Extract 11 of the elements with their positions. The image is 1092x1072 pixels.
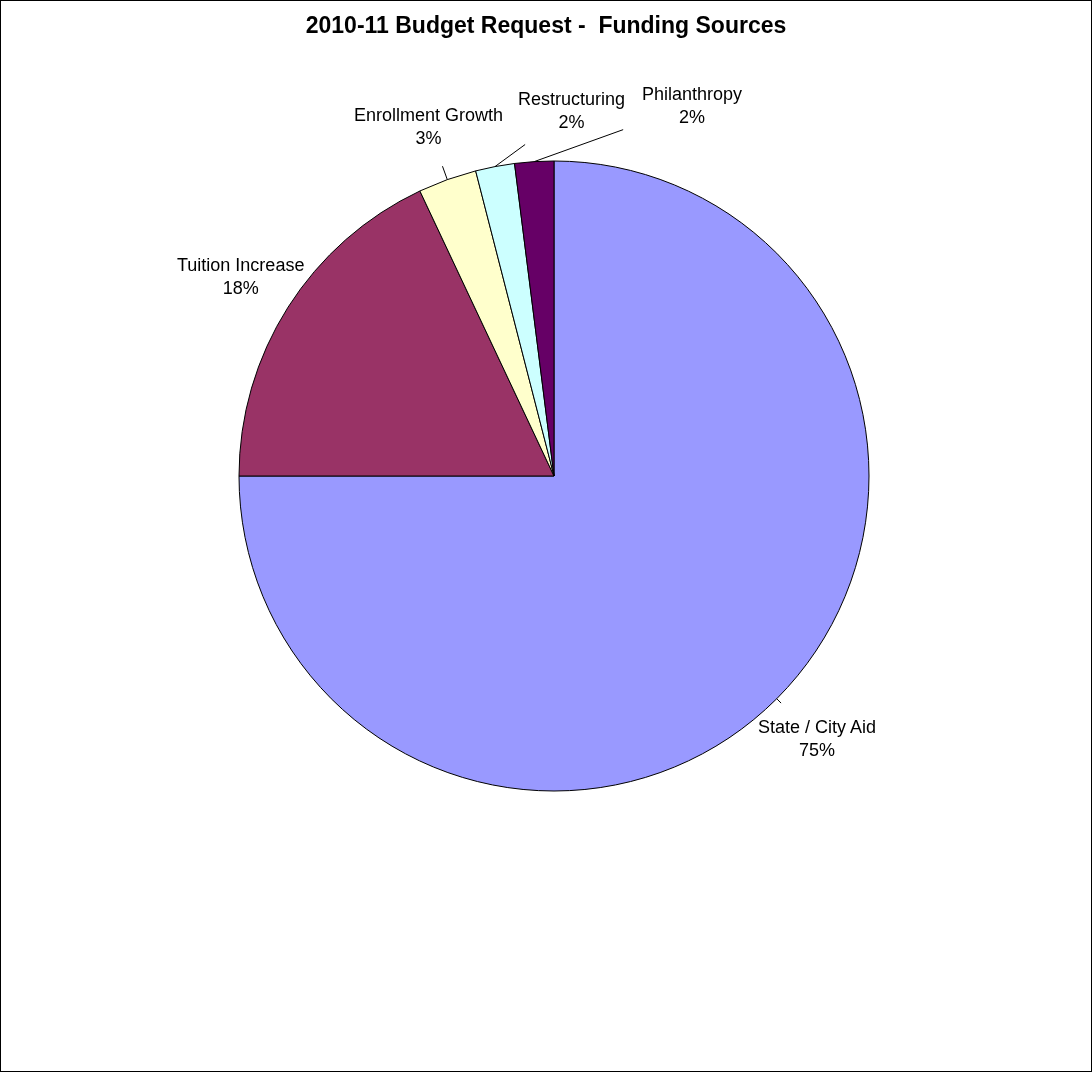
slice-label: Tuition Increase — [177, 255, 305, 275]
slice-label: Enrollment Growth — [354, 105, 504, 125]
data-label: 3% — [415, 128, 442, 149]
slice-label: Philanthropy — [642, 84, 743, 104]
data-label: 2% — [679, 107, 706, 128]
slice-label: State / City Aid — [758, 717, 877, 737]
slice-label: Restructuring — [518, 89, 626, 109]
data-label: 75% — [799, 740, 836, 761]
data-label: 2% — [558, 112, 585, 133]
chart-title: 2010-11 Budget Request - Funding Sources — [305, 12, 787, 39]
data-label: 18% — [222, 278, 259, 299]
